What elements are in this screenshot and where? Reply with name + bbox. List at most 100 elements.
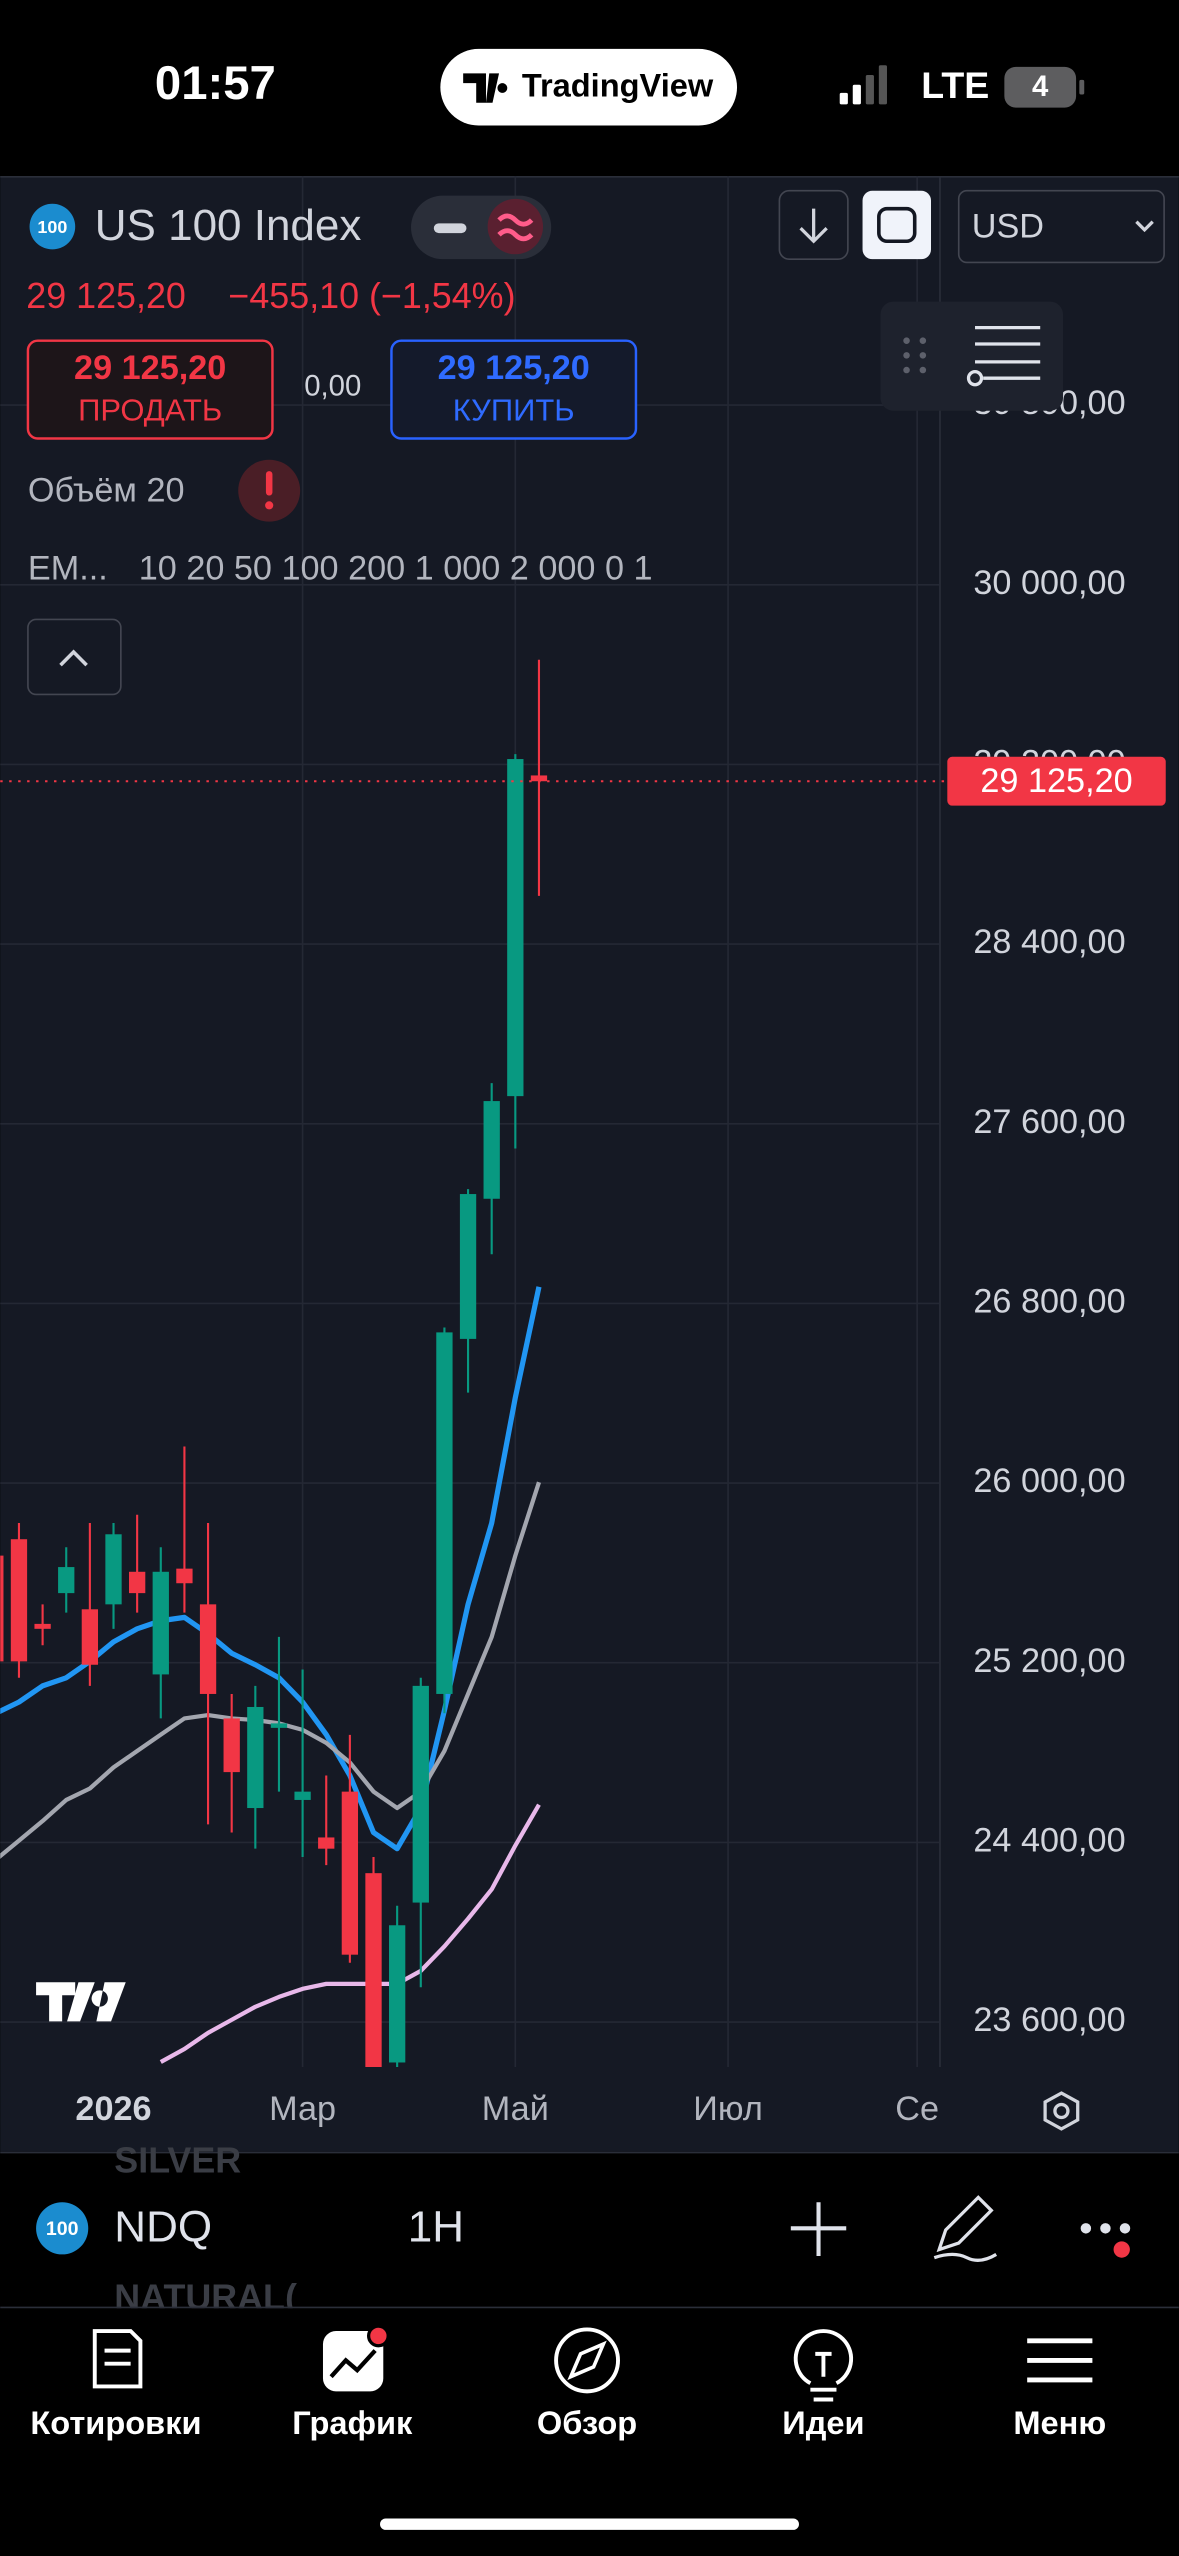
drag-handle bbox=[903, 337, 927, 374]
candle-body bbox=[81, 1609, 99, 1665]
indicator-params: 10 20 50 100 200 1 000 2 000 0 1 bbox=[139, 550, 653, 588]
battery-nub bbox=[1079, 79, 1085, 95]
tab-label[interactable]: Идеи bbox=[782, 2404, 864, 2441]
notice-dot bbox=[366, 2324, 390, 2348]
download-icon bbox=[799, 208, 828, 244]
indicator-name[interactable]: EM... bbox=[28, 550, 108, 588]
spread: 0,00 bbox=[304, 370, 361, 403]
candle-body bbox=[0, 1555, 4, 1662]
candle-body bbox=[247, 1706, 264, 1809]
last-price-box bbox=[947, 756, 1166, 806]
candle-body bbox=[459, 1194, 477, 1339]
signal bbox=[839, 65, 887, 105]
y-tick-label: 30 000,00 bbox=[973, 564, 1125, 602]
layout-icon bbox=[877, 206, 917, 244]
tab-label[interactable]: Обзор bbox=[537, 2404, 637, 2441]
settings-button[interactable] bbox=[1043, 2091, 1080, 2131]
x-tick-label: Мар bbox=[269, 2090, 336, 2128]
tabs: Котировки График Обзор Идеи Меню bbox=[30, 2404, 1106, 2441]
notice-dot bbox=[1113, 2241, 1130, 2258]
panel-icon bbox=[966, 326, 1041, 387]
sell-button[interactable] bbox=[26, 339, 274, 440]
toggle-dash bbox=[433, 223, 467, 234]
symbol-badge bbox=[29, 203, 76, 250]
x-tick-label: Май bbox=[482, 2090, 549, 2128]
app-name: TradingView bbox=[522, 67, 714, 104]
warning-dot bbox=[265, 501, 274, 510]
x-tick-label: Се bbox=[895, 2090, 939, 2128]
app-logo bbox=[463, 73, 508, 103]
candle-body bbox=[341, 1791, 359, 1955]
buy-price: 29 125,20 bbox=[438, 349, 590, 387]
candle-body bbox=[270, 1723, 288, 1728]
tab-icon bbox=[92, 2329, 143, 2389]
y-tick-label: 26 800,00 bbox=[973, 1282, 1125, 1320]
tab-icon bbox=[793, 2329, 854, 2402]
y-tick-label: 26 000,00 bbox=[973, 1462, 1125, 1500]
y-tick-label: 25 200,00 bbox=[973, 1642, 1125, 1680]
list-item-above: SILVER bbox=[114, 2141, 241, 2181]
candle-body bbox=[10, 1539, 28, 1662]
settings-icon bbox=[1053, 2102, 1070, 2120]
more-button[interactable] bbox=[1080, 2223, 1131, 2234]
last-price-label: 29 125,20 bbox=[980, 762, 1132, 800]
battery bbox=[1004, 66, 1077, 108]
sell-label: ПРОДАТЬ bbox=[78, 393, 222, 428]
layout-button[interactable] bbox=[862, 190, 932, 260]
symbol-toolbar bbox=[0, 2151, 1179, 2309]
candle-body bbox=[483, 1101, 500, 1199]
tab-icon-needle bbox=[567, 2340, 607, 2381]
price-change: −455,10 (−1,54%) bbox=[228, 276, 515, 316]
app-pill[interactable] bbox=[440, 48, 738, 126]
y-tick-label: 28 400,00 bbox=[973, 923, 1125, 961]
tab-label[interactable]: Котировки bbox=[30, 2404, 201, 2441]
buy-button[interactable] bbox=[390, 339, 638, 440]
volume-legend[interactable]: Объём 20 bbox=[28, 471, 185, 509]
candle-body bbox=[176, 1568, 193, 1584]
chart-area bbox=[0, 176, 1179, 2152]
x-tick-label: Июл bbox=[693, 2090, 762, 2128]
tab-icon bbox=[322, 2331, 384, 2392]
candle-body bbox=[530, 775, 548, 782]
tab-icon-line bbox=[329, 2349, 377, 2379]
candle-body bbox=[318, 1837, 335, 1849]
x-tick-label: 2026 bbox=[75, 2090, 151, 2128]
plot bbox=[0, 659, 548, 2067]
draw-button[interactable] bbox=[933, 2195, 998, 2262]
home-indicator bbox=[380, 2518, 799, 2530]
candle-body bbox=[507, 759, 524, 1097]
interval[interactable]: 1H bbox=[408, 2203, 464, 2252]
tv-logo bbox=[36, 1982, 126, 2022]
download-button[interactable] bbox=[778, 189, 849, 261]
candle-body bbox=[105, 1534, 122, 1605]
collapse-button[interactable] bbox=[27, 618, 122, 696]
add-button[interactable] bbox=[790, 2202, 847, 2257]
moving-average bbox=[0, 1481, 541, 1859]
symbol-badge bbox=[36, 2202, 89, 2255]
chevron bbox=[1135, 220, 1154, 233]
currency-select[interactable] bbox=[957, 189, 1165, 264]
tab-label[interactable]: График bbox=[292, 2404, 413, 2441]
candle-body bbox=[412, 1685, 429, 1903]
clock: 01:57 bbox=[155, 57, 276, 110]
currency: USD bbox=[972, 207, 1044, 245]
buy-label: КУПИТЬ bbox=[453, 393, 575, 428]
warning-bar bbox=[265, 471, 273, 496]
symbol-badge-text: 100 bbox=[46, 2218, 79, 2240]
candle-body bbox=[388, 1925, 406, 2063]
x-axis: 2026 Мар Май Июл Се bbox=[75, 2090, 939, 2128]
tab-icon bbox=[1027, 2338, 1093, 2383]
price-tag: 29 125,20 bbox=[0, 756, 1166, 806]
symbol-name[interactable]: US 100 Index bbox=[95, 201, 362, 250]
toolbar-symbol[interactable]: NDQ bbox=[114, 2203, 212, 2252]
symbol-badge-text: 100 bbox=[37, 217, 67, 237]
sell-price: 29 125,20 bbox=[74, 349, 226, 387]
last-price: 29 125,20 bbox=[26, 276, 186, 316]
tab-label[interactable]: Меню bbox=[1013, 2404, 1106, 2441]
y-tick-label: 23 600,00 bbox=[973, 2001, 1125, 2039]
candle-body bbox=[34, 1623, 51, 1629]
y-tick-label: 27 600,00 bbox=[973, 1103, 1125, 1141]
